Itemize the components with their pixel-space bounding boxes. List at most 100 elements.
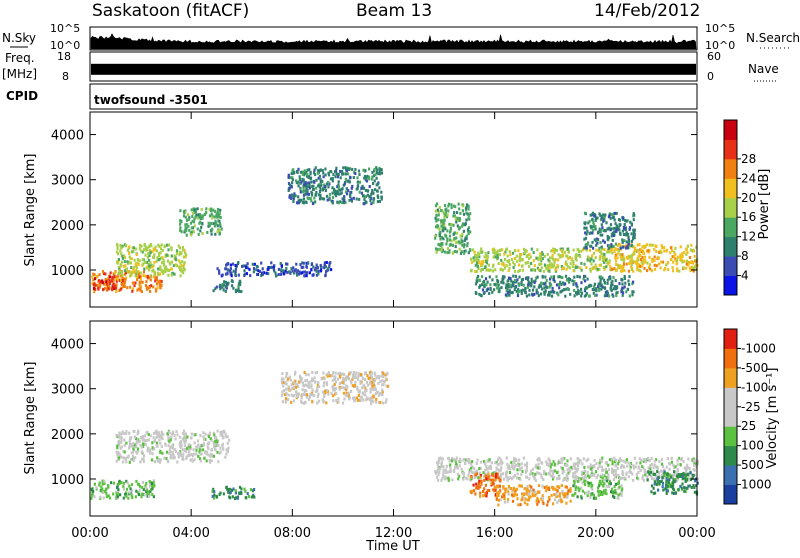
velocity-echo-cell [499,476,502,480]
power-echo-cell [491,290,494,294]
power-echo-cell [191,211,194,215]
velocity-echo-cell [224,432,227,436]
power-echo-cell [327,267,330,271]
power-echo-cell [317,193,320,197]
velocity-echo-cell [622,459,625,463]
velocity-echo-cell [590,472,593,476]
power-echo-cell [179,261,182,265]
power-echo-cell [478,253,481,256]
power-echo-cell [461,223,464,227]
power-echo-cell [436,202,439,206]
power-echo-cell [375,183,378,187]
velocity-echo-cell [361,396,364,400]
velocity-echo-cell [644,473,647,477]
velocity-echo-cell [332,394,335,398]
velocity-echo-cell [372,395,375,399]
velocity-echo-cell [614,463,617,467]
power-echo-cell [323,263,326,267]
power-echo-cell [190,233,193,237]
velocity-echo-cell [345,388,348,392]
power-echo-cell [339,169,342,173]
velocity-echo-cell [641,465,644,469]
velocity-echo-cell [685,468,688,472]
power-echo-cell [234,273,237,277]
power-echo-cell [376,200,379,204]
velocity-echo-cell [281,390,284,394]
power-echo-cell [313,196,316,200]
power-echo-cell [170,260,174,264]
velocity-echo-cell [546,503,549,507]
velocity-echo-cell [208,458,211,462]
power-echo-cell [456,216,459,220]
velocity-echo-cell [280,393,284,397]
power-echo-cell [541,252,544,256]
power-echo-cell [453,211,456,215]
power-echo-cell [457,202,460,206]
power-echo-cell [336,175,340,179]
velocity-echo-cell [455,456,458,460]
power-echo-cell [246,262,249,266]
power-echo-cell [120,271,123,275]
power-echo-cell [314,166,317,170]
velocity-echo-cell [672,475,675,479]
velocity-echo-cell [613,485,616,489]
power-echo-cell [612,212,615,216]
power-echo-cell [129,274,132,278]
noise-right-tick-bottom: 10^0 [705,39,735,52]
power-echo-cell [603,248,606,252]
power-echo-cell [125,276,128,280]
power-echo-cell [165,253,168,257]
power-echo-cell [148,245,151,249]
velocity-echo-cell [290,400,293,404]
velocity-echo-cell [238,491,241,495]
velocity-echo-cell [572,462,576,466]
power-echo-cell [237,286,240,290]
power-echo-cell [131,250,134,254]
power-echo-cell [504,257,507,261]
power-echo-cell [520,281,523,285]
power-echo-cell [282,269,285,273]
velocity-echo-cell [103,479,106,483]
power-echo-cell [290,172,293,176]
power-echo-cell [135,270,138,274]
velocity-colorbar-tick-label: -1000 [741,341,776,355]
power-echo-cell [371,170,374,174]
velocity-echo-cell [120,436,123,440]
power-echo-cell [505,264,508,268]
velocity-echo-cell [141,435,144,439]
power-echo-cell [592,223,595,227]
velocity-echo-cell [522,456,525,460]
power-echo-cell [618,243,622,247]
velocity-echo-cell [642,458,645,462]
power-echo-cell [455,236,458,240]
velocity-echo-cell [483,460,486,464]
power-echo-cell [307,176,310,179]
power-echo-cell [215,214,218,218]
power-echo-cell [319,193,322,197]
power-echo-cell [509,253,512,257]
velocity-echo-cell [378,401,381,404]
power-echo-cell [313,268,316,272]
power-echo-cell [456,231,459,235]
velocity-echo-cell [141,457,144,461]
velocity-echo-cell [440,464,443,468]
power-echo-cell [617,266,620,270]
power-echo-cell [324,189,327,193]
power-echo-cell [121,278,124,282]
power-echo-cell [146,255,149,259]
power-echo-cell [118,269,121,273]
velocity-echo-cell [197,443,200,447]
power-echo-cell [221,283,224,287]
velocity-echo-cell [445,476,448,480]
power-echo-cell [613,267,616,271]
power-echo-cell [601,247,604,251]
velocity-echo-cell [150,488,153,492]
power-echo-cell [450,223,453,226]
power-echo-cell [436,247,439,251]
velocity-echo-cell [625,458,628,462]
velocity-echo-cell [166,450,169,454]
power-echo-cell [447,204,450,208]
power-echo-cell [148,264,151,268]
power-echo-cell [120,246,123,250]
velocity-echo-cell [147,495,150,498]
